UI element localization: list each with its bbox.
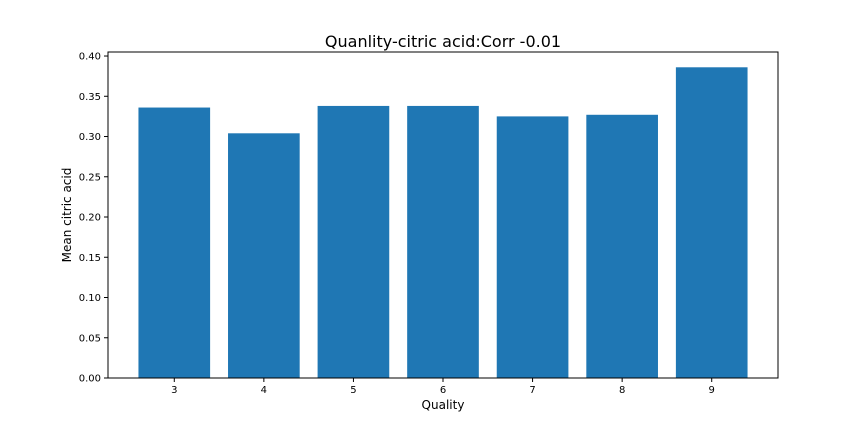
x-tick-label: 4 [261,385,267,396]
x-tick-label: 8 [619,385,625,396]
x-tick-label: 7 [529,385,535,396]
bar-quality-5 [317,105,390,379]
y-tick-label: 0.10 [79,293,101,304]
x-tick-label: 3 [171,385,177,396]
x-tick-label: 5 [350,385,356,396]
bar-quality-3 [138,107,211,378]
y-tick-label: 0.15 [79,253,101,264]
y-axis: 0.00 0.05 0.10 0.15 0.20 0.25 0.30 0.35 0.40 [79,52,108,385]
x-axis: 3 4 5 6 7 8 9 [171,378,715,396]
x-axis-label: Quality [422,398,465,412]
y-tick-label: 0.20 [79,213,101,224]
y-axis-label: Mean citric acid [60,168,74,263]
bar-quality-6 [407,105,479,379]
bar-quality-8 [586,114,658,378]
y-tick-label: 0.00 [79,374,101,385]
y-tick-label: 0.05 [79,333,101,344]
y-tick-label: 0.25 [79,172,101,183]
chart-title: Quanlity-citric acid:Corr -0.01 [325,32,561,51]
plot-frame [107,51,779,379]
x-tick-label: 6 [440,385,446,396]
bars-group [138,67,748,379]
x-tick-label: 9 [709,385,715,396]
bar-quality-4 [228,133,300,378]
y-tick-label: 0.35 [79,92,101,103]
bar-quality-7 [496,116,569,378]
y-tick-label: 0.40 [79,52,101,63]
bar-quality-9 [675,67,748,379]
y-tick-label: 0.30 [79,132,101,143]
